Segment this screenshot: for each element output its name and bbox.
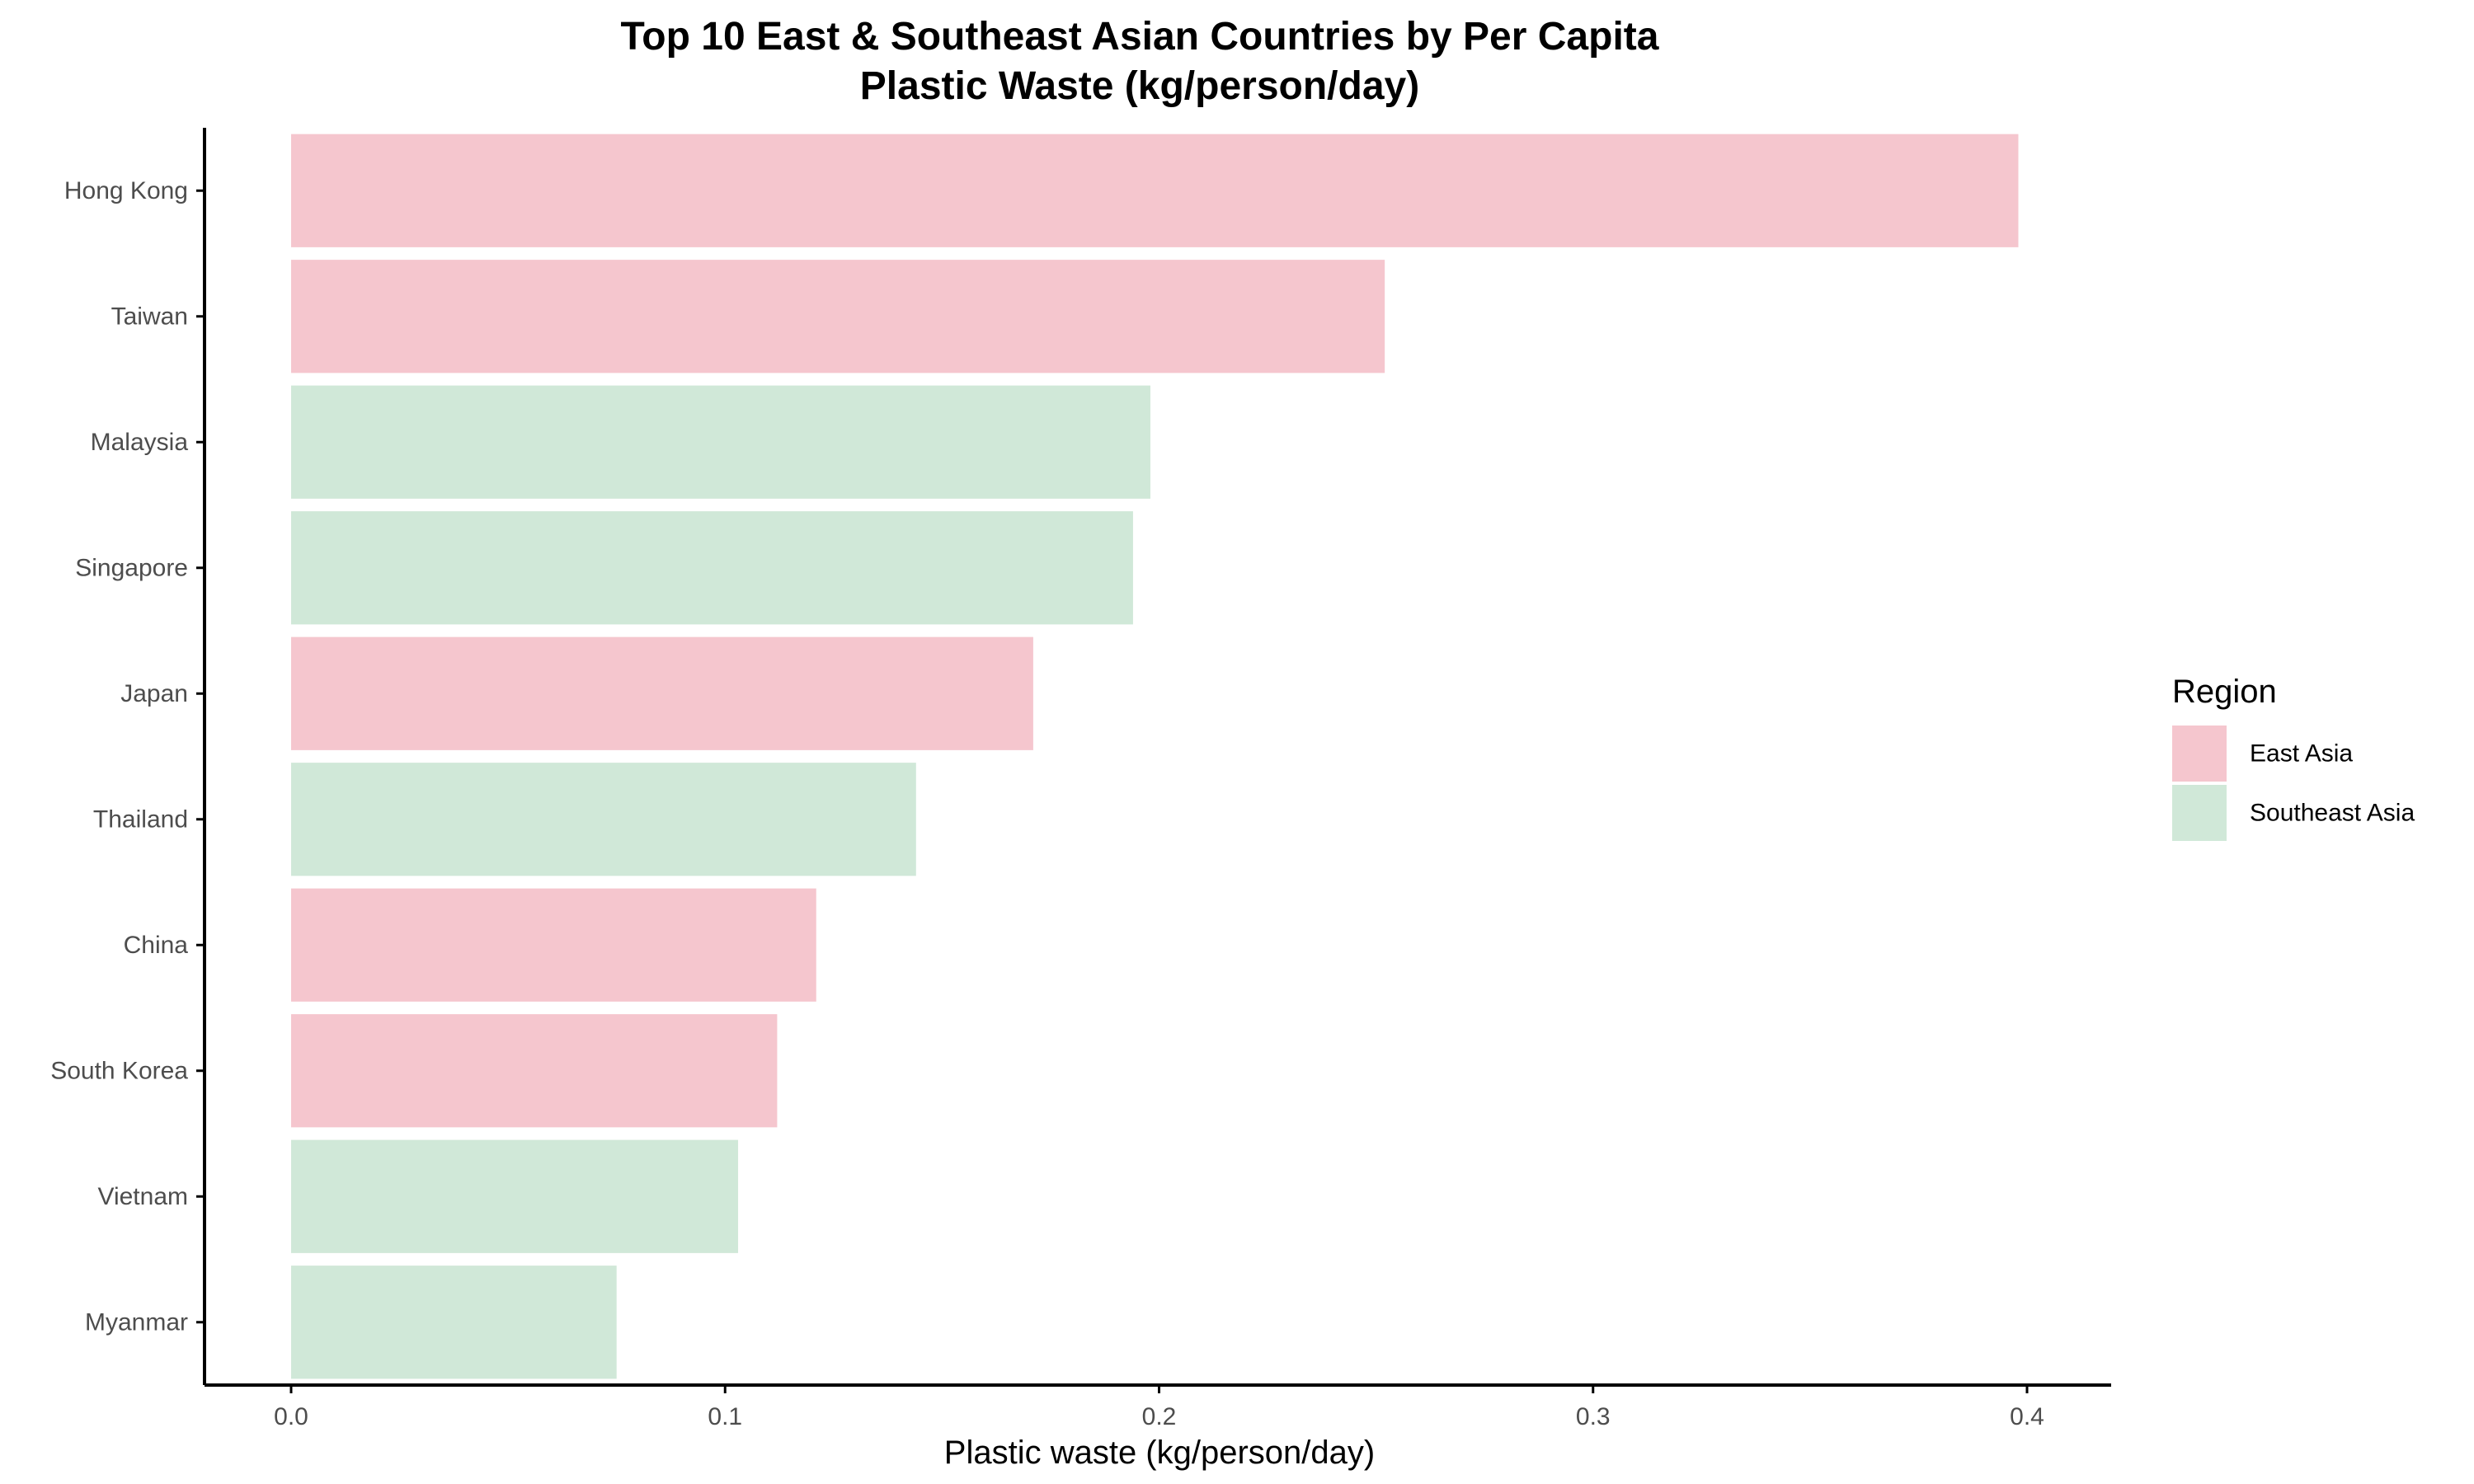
legend-label-east-asia: East Asia xyxy=(2250,740,2353,768)
chart-title: Top 10 East & Southeast Asian Countries … xyxy=(621,15,1659,108)
bar-south-korea xyxy=(291,1014,778,1128)
legend: Region East Asia Southeast Asia xyxy=(2172,674,2415,841)
bar-malaysia xyxy=(291,385,1150,499)
x-tick-label: 0.3 xyxy=(1576,1403,1611,1430)
y-tick-label-singapore: Singapore xyxy=(75,554,188,581)
bar-china xyxy=(291,888,816,1002)
chart-title-line-2: Plastic Waste (kg/person/day) xyxy=(860,64,1419,108)
y-tick-label-malaysia: Malaysia xyxy=(91,429,189,456)
x-tick-label: 0.1 xyxy=(708,1403,742,1430)
bar-thailand xyxy=(291,763,916,876)
bars xyxy=(291,134,2019,1379)
bar-myanmar xyxy=(291,1266,617,1379)
y-tick-label-china: China xyxy=(124,932,189,959)
bar-taiwan xyxy=(291,260,1385,373)
y-tick-label-vietnam: Vietnam xyxy=(97,1183,188,1210)
legend-title: Region xyxy=(2172,674,2277,710)
y-tick-label-japan: Japan xyxy=(120,680,188,707)
y-tick-label-hong-kong: Hong Kong xyxy=(64,177,188,204)
x-axis-ticks: 0.0 0.1 0.2 0.3 0.4 xyxy=(274,1385,2044,1430)
bar-vietnam xyxy=(291,1139,739,1253)
bar-singapore xyxy=(291,511,1133,625)
y-tick-label-south-korea: South Korea xyxy=(50,1057,188,1084)
legend-swatch-southeast-asia xyxy=(2172,785,2227,841)
chart-title-line-1: Top 10 East & Southeast Asian Countries … xyxy=(621,15,1659,59)
y-tick-label-thailand: Thailand xyxy=(93,805,188,833)
x-tick-label: 0.2 xyxy=(1142,1403,1177,1430)
y-axis-ticks: Hong Kong Taiwan Malaysia Singapore Japan Tha… xyxy=(50,177,205,1336)
legend-label-southeast-asia: Southeast Asia xyxy=(2250,800,2415,827)
y-tick-label-taiwan: Taiwan xyxy=(111,303,188,330)
x-tick-label: 0.0 xyxy=(274,1403,308,1430)
bar-japan xyxy=(291,636,1033,750)
x-axis-title: Plastic waste (kg/person/day) xyxy=(944,1435,1375,1471)
bar-hong-kong xyxy=(291,134,2019,247)
legend-swatch-east-asia xyxy=(2172,726,2227,782)
x-tick-label: 0.4 xyxy=(2010,1403,2044,1430)
y-tick-label-myanmar: Myanmar xyxy=(85,1308,188,1336)
